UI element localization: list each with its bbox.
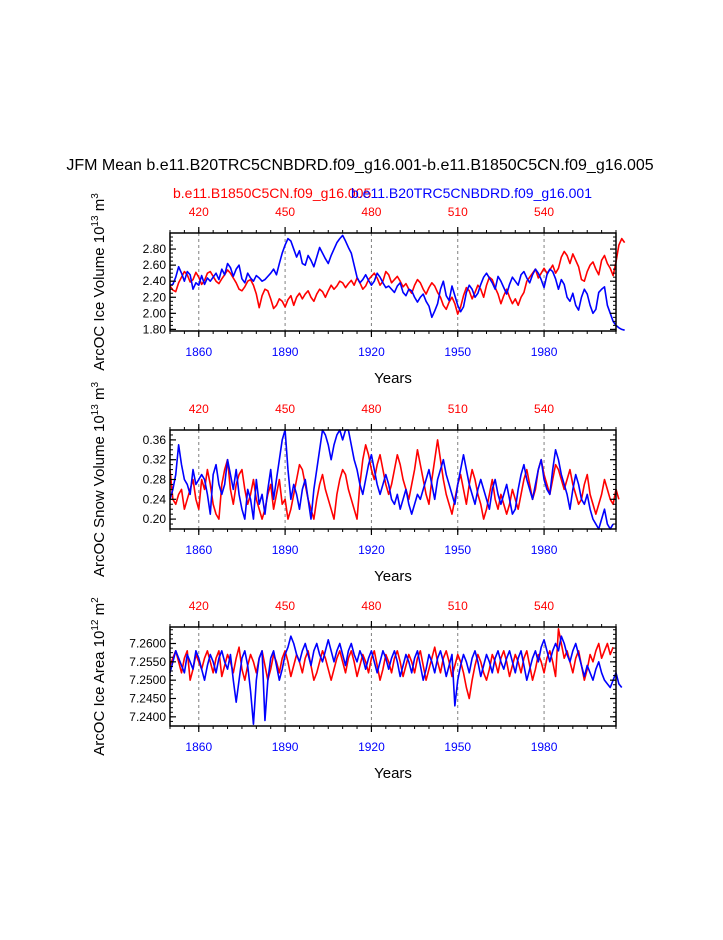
x-tick-label-top: 540 bbox=[534, 599, 554, 613]
y-tick-label: 1.80 bbox=[143, 322, 167, 336]
panels: 1860 420 1890 450 1920 480 1950 510 1980 540 1.80 2… bbox=[90, 193, 626, 782]
x-tick-label-bottom: 1950 bbox=[444, 345, 471, 359]
series-line-blue bbox=[169, 234, 625, 331]
x-axis-title: Years bbox=[374, 370, 412, 387]
x-tick-label-top: 450 bbox=[275, 205, 295, 219]
y-axis-title-part: ArcOC Ice Area 10 bbox=[91, 631, 108, 756]
y-tick-label: 0.20 bbox=[143, 512, 167, 526]
y-axis-title-superscript: 3 bbox=[90, 382, 101, 388]
y-tick-label: 2.80 bbox=[143, 242, 167, 256]
plot-frame bbox=[169, 626, 617, 727]
legend-blue-label: b.e11.B20TRC5CNBDRD.f09_g16.001 bbox=[351, 185, 592, 201]
x-tick-label-bottom: 1920 bbox=[358, 345, 385, 359]
y-axis-title-superscript: 13 bbox=[90, 404, 101, 416]
y-tick-label: 2.00 bbox=[143, 306, 167, 320]
x-tick-label-bottom: 1860 bbox=[185, 345, 212, 359]
x-tick-label-bottom: 1920 bbox=[358, 543, 385, 557]
x-tick-label-bottom: 1950 bbox=[444, 740, 471, 754]
figure-title: JFM Mean b.e11.B20TRC5CNBDRD.f09_g16.001… bbox=[66, 157, 653, 174]
x-tick-label-bottom: 1860 bbox=[185, 740, 212, 754]
y-axis-title-part: m bbox=[91, 388, 108, 405]
series-line-blue bbox=[169, 429, 614, 530]
x-tick-label-top: 540 bbox=[534, 205, 554, 219]
series-line-red bbox=[169, 237, 626, 315]
y-tick-label: 0.28 bbox=[143, 473, 167, 487]
x-axis-title: Years bbox=[374, 765, 412, 782]
y-tick-label: 2.20 bbox=[143, 290, 167, 304]
y-axis-title-part: m bbox=[91, 199, 108, 216]
x-tick-label-top: 450 bbox=[275, 599, 295, 613]
y-axis-title-superscript: 12 bbox=[90, 619, 101, 631]
y-tick-label: 7.2500 bbox=[129, 673, 166, 687]
x-tick-label-top: 480 bbox=[361, 402, 381, 416]
y-axis-title: ArcOC Ice Area 1012 m2 bbox=[90, 597, 108, 756]
panel-1: 1860 420 1890 450 1920 480 1950 510 1980 540 1.80 2… bbox=[90, 193, 626, 387]
y-axis-title-superscript: 3 bbox=[90, 193, 101, 199]
y-axis-title-part: ArcOC Ice Volume 10 bbox=[91, 227, 108, 371]
x-tick-label-bottom: 1980 bbox=[531, 345, 558, 359]
y-tick-label: 7.2600 bbox=[129, 637, 166, 651]
y-axis-title: ArcOC Snow Volume 1013 m3 bbox=[90, 382, 108, 578]
x-tick-label-top: 540 bbox=[534, 402, 554, 416]
x-tick-label-top: 510 bbox=[448, 402, 468, 416]
x-tick-label-top: 510 bbox=[448, 599, 468, 613]
x-tick-label-top: 510 bbox=[448, 205, 468, 219]
x-tick-label-top: 420 bbox=[189, 205, 209, 219]
x-axis-title: Years bbox=[374, 568, 412, 585]
x-tick-label-bottom: 1860 bbox=[185, 543, 212, 557]
legend-red-label: b.e11.B1850C5CN.f09_g16.005 bbox=[173, 185, 371, 201]
y-tick-label: 7.2400 bbox=[129, 710, 166, 724]
y-tick-label: 2.40 bbox=[143, 274, 167, 288]
x-tick-label-bottom: 1920 bbox=[358, 740, 385, 754]
x-tick-label-top: 480 bbox=[361, 205, 381, 219]
y-axis-title-part: ArcOC Snow Volume 10 bbox=[91, 415, 108, 577]
y-tick-label: 0.24 bbox=[143, 492, 167, 506]
x-tick-label-top: 420 bbox=[189, 599, 209, 613]
y-tick-label: 7.2450 bbox=[129, 692, 166, 706]
x-tick-label-bottom: 1980 bbox=[531, 740, 558, 754]
y-tick-label: 0.32 bbox=[143, 453, 167, 467]
x-tick-label-bottom: 1980 bbox=[531, 543, 558, 557]
panel-2: 1860 420 1890 450 1920 480 1950 510 1980 540 0.20 0… bbox=[90, 382, 620, 585]
y-tick-label: 2.60 bbox=[143, 258, 167, 272]
y-axis-title-superscript: 13 bbox=[90, 215, 101, 227]
x-tick-label-bottom: 1890 bbox=[272, 345, 299, 359]
x-tick-label-bottom: 1950 bbox=[444, 543, 471, 557]
plot-frame bbox=[169, 232, 617, 332]
y-axis-title: ArcOC Ice Volume 1013 m3 bbox=[90, 193, 108, 371]
series-line-red bbox=[169, 628, 614, 700]
y-tick-label: 7.2550 bbox=[129, 655, 166, 669]
series-line-blue bbox=[169, 635, 623, 725]
panel-3: 1860 420 1890 450 1920 480 1950 510 1980 540 7.240… bbox=[90, 597, 623, 782]
y-axis-title-part: m bbox=[91, 603, 108, 620]
x-tick-label-top: 480 bbox=[361, 599, 381, 613]
x-tick-label-bottom: 1890 bbox=[272, 740, 299, 754]
x-tick-label-top: 450 bbox=[275, 402, 295, 416]
x-tick-label-bottom: 1890 bbox=[272, 543, 299, 557]
y-axis-title-superscript: 2 bbox=[90, 597, 101, 603]
y-tick-label: 0.36 bbox=[143, 433, 167, 447]
x-tick-label-top: 420 bbox=[189, 402, 209, 416]
